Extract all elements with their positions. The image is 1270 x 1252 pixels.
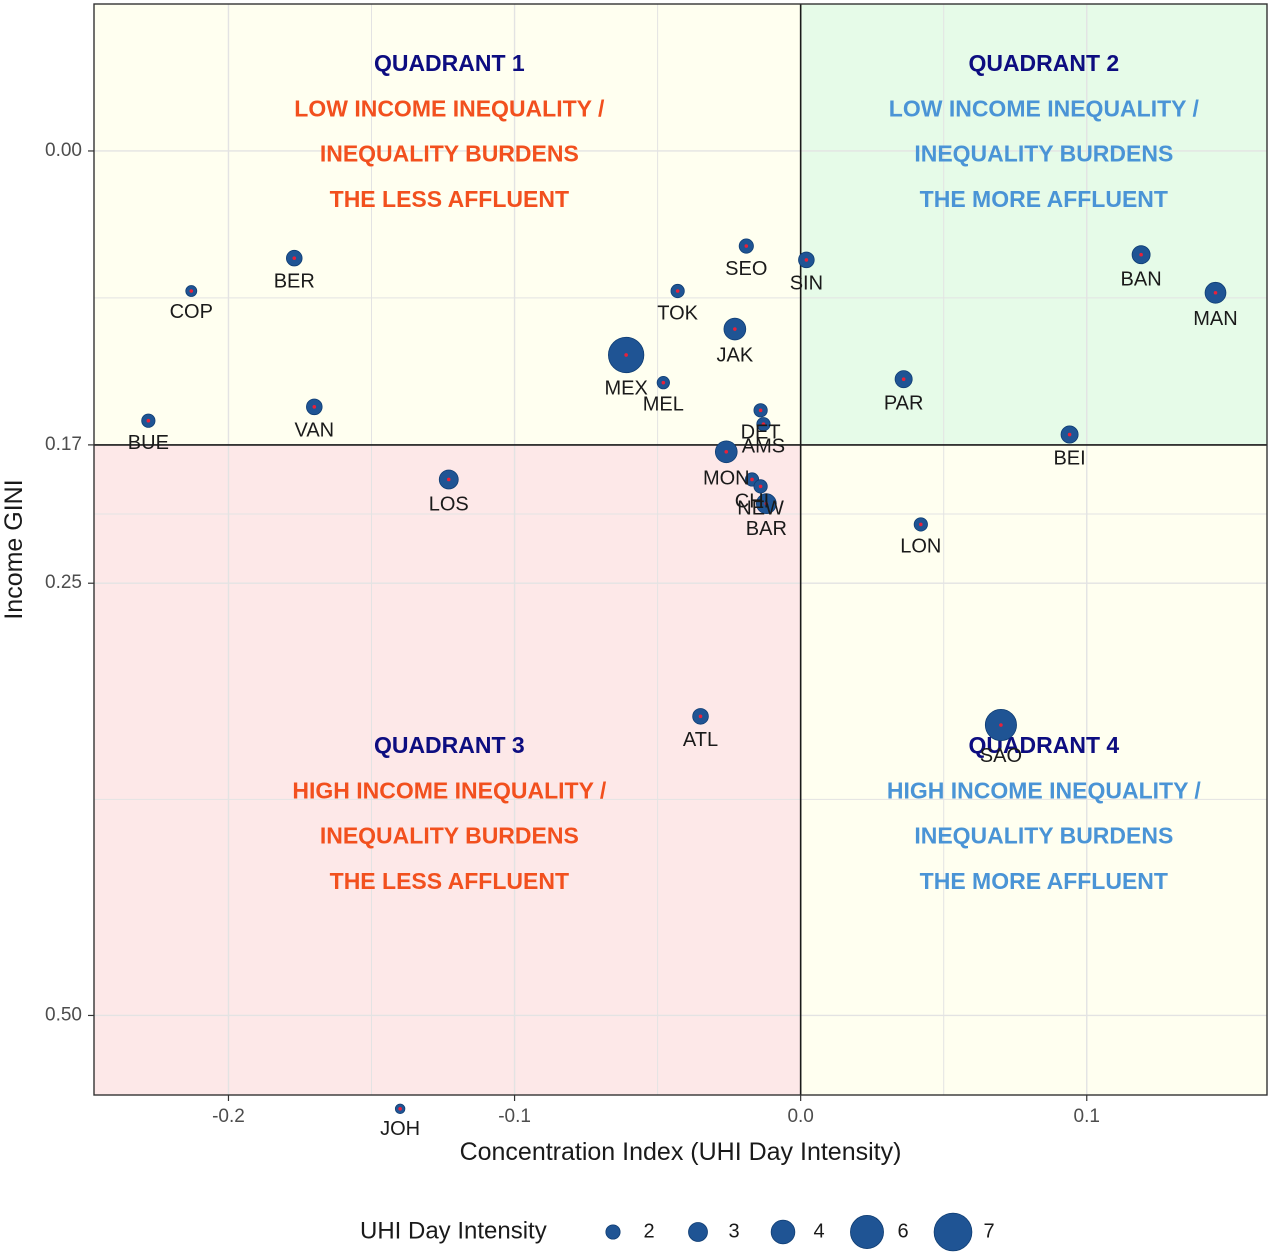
point-label-sin: SIN [790, 272, 823, 294]
point-label-bei: BEI [1053, 448, 1085, 470]
point-label-sao: SAO [980, 745, 1022, 767]
data-point-center [398, 1107, 402, 1111]
quadrant-4-line: THE MORE AFFLUENT [920, 868, 1168, 894]
legend-key-4 [770, 1219, 796, 1245]
quadrant-1-line: INEQUALITY BURDENS [320, 141, 579, 167]
quadrant-3-line: HIGH INCOME INEQUALITY / [292, 777, 607, 803]
point-label-ban: BAN [1121, 268, 1162, 290]
point-label-ber: BER [274, 271, 315, 293]
legend-label: 2 [643, 1220, 654, 1242]
data-point-center [698, 714, 703, 719]
point-label-seo: SEO [725, 258, 767, 280]
point-label-jak: JAK [717, 345, 754, 367]
legend-label: 3 [728, 1220, 739, 1242]
data-point-center [189, 289, 194, 293]
quadrant-3-line: INEQUALITY BURDENS [320, 823, 579, 849]
y-tick-label: 0.00 [45, 140, 82, 161]
data-point-center [675, 289, 680, 293]
point-label-chi: CHI [735, 491, 769, 513]
point-label-joh: JOH [380, 1118, 420, 1140]
data-point-center [761, 422, 766, 426]
plot-border [93, 3, 1268, 1096]
point-label-man: MAN [1193, 308, 1237, 330]
data-point-center [758, 484, 763, 489]
data-point-center [919, 522, 923, 527]
quadrant-4-line: INEQUALITY BURDENS [914, 823, 1173, 849]
data-point-center [624, 353, 628, 357]
y-axis-title: Income GINI [0, 479, 28, 619]
legend-key-6 [850, 1215, 884, 1249]
quadrant-2-annotation: QUADRANT 2 LOW INCOME INEQUALITY / INEQUAL… [889, 50, 1200, 212]
point-label-mex: MEX [604, 377, 647, 399]
quadrant-4-line: HIGH INCOME INEQUALITY / [887, 777, 1202, 803]
legend-key-7 [933, 1212, 973, 1252]
x-tick-label: 0.1 [1074, 1106, 1100, 1127]
quadrant-2-line: LOW INCOME INEQUALITY / [889, 95, 1200, 121]
x-axis-title: Concentration Index (UHI Day Intensity) [460, 1138, 902, 1166]
quadrant-1-line: LOW INCOME INEQUALITY / [294, 95, 605, 121]
data-point-center [1139, 252, 1143, 257]
data-point-center [764, 501, 769, 506]
legend-key-3 [688, 1222, 708, 1242]
point-label-det: DET [741, 422, 781, 444]
point-label-mon: MON [703, 467, 750, 489]
data-point-center [146, 418, 151, 423]
y-tick-label: 0.25 [45, 572, 82, 593]
data-point-center [750, 477, 754, 482]
data-point-center [1067, 432, 1072, 437]
legend-label: 4 [813, 1220, 824, 1242]
point-label-van: VAN [294, 419, 334, 441]
legend-title: UHI Day Intensity [360, 1217, 547, 1244]
point-label-bue: BUE [128, 432, 169, 454]
data-point-center [999, 723, 1003, 727]
legend-label: 7 [983, 1220, 994, 1242]
point-label-bar: BAR [746, 518, 787, 540]
data-point-center [758, 408, 763, 413]
data-point-center [744, 244, 749, 248]
data-point-center [446, 477, 451, 482]
data-point-center [1213, 290, 1218, 295]
data-point-center [724, 450, 729, 454]
x-tick-label: -0.1 [498, 1106, 531, 1127]
point-label-par: PAR [884, 392, 924, 414]
quadrant-1-annotation: QUADRANT 1 LOW INCOME INEQUALITY / INEQUAL… [294, 50, 605, 212]
quadrant-2-title: QUADRANT 2 [968, 50, 1119, 76]
point-label-mel: MEL [643, 393, 684, 415]
quadrant-2-background [800, 4, 1267, 445]
legend-key-2 [605, 1224, 621, 1240]
point-label-cop: COP [170, 301, 213, 323]
point-label-lon: LON [900, 536, 941, 558]
data-point-center [733, 327, 737, 331]
point-label-los: LOS [429, 494, 469, 516]
quadrant-4-background [800, 444, 1267, 1096]
data-point-center [804, 258, 809, 262]
data-point-center [292, 256, 297, 260]
point-label-tok: TOK [657, 302, 698, 324]
quadrant-1-background [94, 4, 801, 445]
quadrant-3-line: THE LESS AFFLUENT [330, 868, 569, 894]
data-point-center [661, 380, 666, 385]
quadrant-3-annotation: QUADRANT 3 HIGH INCOME INEQUALITY / INEQUA… [292, 732, 607, 894]
quadrant-3-background [94, 444, 801, 1096]
quadrant-1-line: THE LESS AFFLUENT [330, 186, 569, 212]
x-tick-label: -0.2 [212, 1106, 245, 1127]
quadrant-3-title: QUADRANT 3 [374, 732, 525, 758]
data-point-center [901, 377, 906, 381]
point-label-new: NEW [737, 498, 784, 520]
point-label-ams: AMS [742, 435, 785, 457]
quadrant-2-line: INEQUALITY BURDENS [914, 141, 1173, 167]
y-tick-label: 0.17 [45, 434, 82, 455]
legend-label: 6 [897, 1220, 908, 1242]
point-label-atl: ATL [683, 729, 718, 751]
data-point-center [312, 405, 317, 409]
quadrant-1-title: QUADRANT 1 [374, 50, 525, 76]
y-tick-label: 0.50 [45, 1004, 82, 1025]
quadrant-2-line: THE MORE AFFLUENT [920, 186, 1168, 212]
x-tick-label: 0.0 [787, 1106, 813, 1127]
